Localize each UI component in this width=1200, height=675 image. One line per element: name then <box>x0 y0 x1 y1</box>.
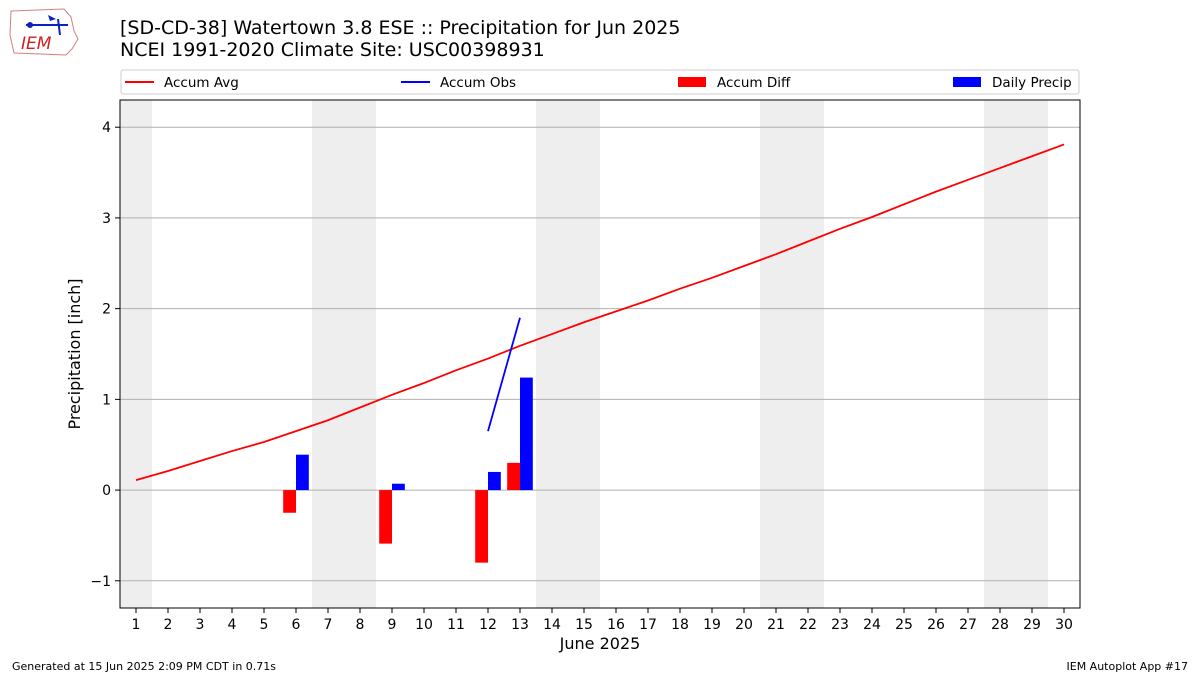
x-tick-label: 30 <box>1055 617 1073 633</box>
accum-diff-bar <box>507 462 520 491</box>
accum-obs-line <box>487 317 521 432</box>
x-tick-label: 6 <box>292 617 301 633</box>
x-tick-label: 27 <box>959 617 977 633</box>
x-tick-label: 12 <box>479 617 497 633</box>
accum-diff-bar <box>475 490 488 563</box>
daily-precip-bar <box>392 483 405 491</box>
iem-logo: IEM <box>9 8 79 56</box>
x-tick-label: 1 <box>132 617 141 633</box>
chart-title: [SD-CD-38] Watertown 3.8 ESE :: Precipit… <box>120 17 681 39</box>
weekend-band <box>536 100 600 608</box>
logo-text: IEM <box>21 34 52 54</box>
x-tick-label: 11 <box>447 617 465 633</box>
legend-box <box>120 69 1080 95</box>
x-tick-label: 22 <box>799 617 817 633</box>
legend-label-daily-precip: Daily Precip <box>992 75 1072 91</box>
daily-precip-bar <box>488 471 501 491</box>
legend-label-accum-diff: Accum Diff <box>717 75 791 91</box>
x-tick-label: 16 <box>607 617 625 633</box>
y-tick-label: 1 <box>102 392 111 408</box>
x-tick-label: 29 <box>1023 617 1041 633</box>
daily-precip-bar <box>520 377 533 491</box>
x-tick-label: 25 <box>895 617 913 633</box>
x-tick-label: 24 <box>863 617 881 633</box>
x-tick-label: 3 <box>196 617 205 633</box>
accum-diff-bar <box>379 490 392 544</box>
x-tick-label: 28 <box>991 617 1009 633</box>
x-tick-label: 7 <box>324 617 333 633</box>
legend-swatch-daily-precip <box>953 77 981 87</box>
x-tick-label: 10 <box>415 617 433 633</box>
x-tick-label: 19 <box>703 617 721 633</box>
x-axis-label: June 2025 <box>559 634 641 653</box>
legend-swatch-accum-diff <box>678 77 706 87</box>
y-axis-label: Precipitation [inch] <box>65 278 84 429</box>
x-tick-label: 9 <box>388 617 397 633</box>
y-tick-label: 3 <box>102 211 111 227</box>
weekend-band <box>760 100 824 608</box>
app-id: IEM Autoplot App #17 <box>1066 660 1189 673</box>
weekend-band <box>312 100 376 608</box>
x-tick-label: 23 <box>831 617 849 633</box>
weekend-band <box>984 100 1048 608</box>
y-tick-label: 2 <box>102 302 111 318</box>
legend-label-accum-avg: Accum Avg <box>164 75 239 91</box>
chart-subtitle: NCEI 1991-2020 Climate Site: USC00398931 <box>120 39 545 61</box>
x-tick-label: 5 <box>260 617 269 633</box>
x-tick-label: 15 <box>575 617 593 633</box>
accum-diff-bar <box>283 490 296 513</box>
y-tick-label: −1 <box>90 574 111 590</box>
x-tick-label: 20 <box>735 617 753 633</box>
y-tick-label: 4 <box>102 120 111 136</box>
legend-label-accum-obs: Accum Obs <box>440 75 516 91</box>
x-tick-label: 4 <box>228 617 237 633</box>
weekend-band <box>120 100 152 608</box>
x-tick-label: 26 <box>927 617 945 633</box>
x-tick-label: 21 <box>767 617 785 633</box>
x-tick-label: 18 <box>671 617 689 633</box>
x-tick-label: 14 <box>543 617 561 633</box>
y-tick-label: 0 <box>102 483 111 499</box>
daily-precip-bar <box>296 454 309 491</box>
x-tick-label: 17 <box>639 617 657 633</box>
x-tick-label: 2 <box>164 617 173 633</box>
plot-frame <box>119 99 1081 609</box>
x-tick-label: 13 <box>511 617 529 633</box>
accum-avg-line <box>135 143 1065 481</box>
generated-timestamp: Generated at 15 Jun 2025 2:09 PM CDT in … <box>12 660 277 673</box>
x-tick-label: 8 <box>356 617 365 633</box>
